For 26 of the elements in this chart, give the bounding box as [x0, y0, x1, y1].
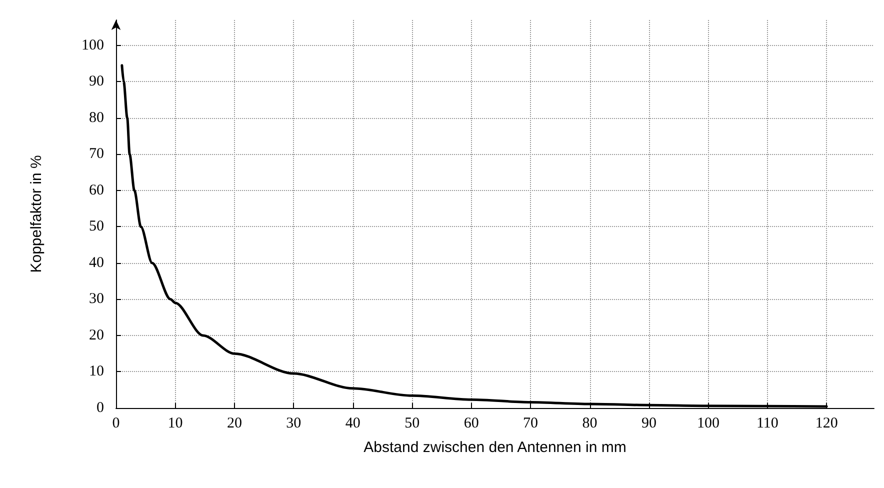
y-tick-label: 10	[89, 364, 104, 380]
y-tick-label: 50	[89, 218, 104, 235]
x-tick-label: 60	[464, 416, 479, 432]
x-axis-title: Abstand zwischen den Antennen in mm	[364, 439, 626, 456]
y-tick-label: 0	[96, 400, 104, 416]
y-tick-label: 70	[89, 146, 104, 162]
x-tick-label: 90	[641, 416, 656, 432]
x-tick-label: 110	[756, 416, 778, 432]
y-tick-label: 60	[89, 182, 104, 198]
x-tick-label: 20	[226, 416, 242, 432]
x-tick-label: 0	[112, 416, 120, 432]
x-tick-label: 120	[815, 416, 838, 432]
x-tick-label: 30	[286, 416, 302, 432]
y-tick-label: 80	[89, 110, 104, 126]
x-tick-label: 10	[168, 416, 183, 432]
y-tick-label: 30	[89, 291, 104, 308]
x-tick-label: 100	[696, 416, 720, 432]
x-tick-label: 80	[582, 416, 598, 432]
x-tick-label: 50	[404, 416, 420, 432]
y-tick-label: 20	[89, 327, 104, 344]
y-axis-title: Koppelfaktor in %	[28, 155, 45, 273]
y-tick-label: 90	[89, 74, 104, 90]
x-tick-label: 70	[523, 416, 538, 432]
x-tick-label: 40	[345, 416, 360, 432]
y-tick-label: 100	[82, 37, 104, 54]
y-tick-label: 40	[89, 254, 104, 271]
